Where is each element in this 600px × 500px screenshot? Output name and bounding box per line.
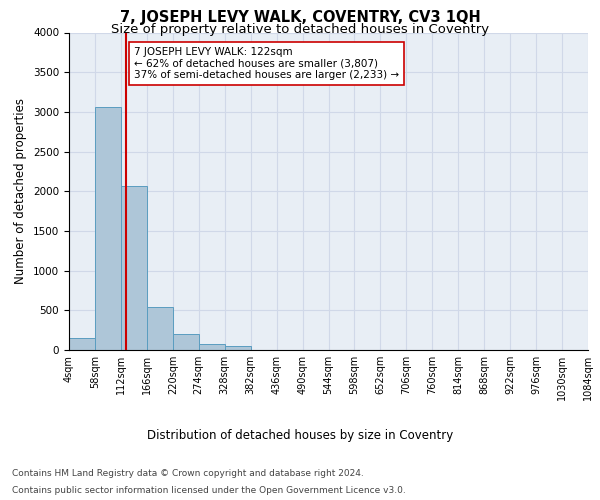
Bar xyxy=(199,344,224,350)
Bar xyxy=(225,346,251,350)
Text: Size of property relative to detached houses in Coventry: Size of property relative to detached ho… xyxy=(111,22,489,36)
Bar xyxy=(147,307,173,350)
Text: Contains HM Land Registry data © Crown copyright and database right 2024.: Contains HM Land Registry data © Crown c… xyxy=(12,468,364,477)
Bar xyxy=(121,186,147,350)
Text: Distribution of detached houses by size in Coventry: Distribution of detached houses by size … xyxy=(147,430,453,442)
Bar xyxy=(95,107,121,350)
Y-axis label: Number of detached properties: Number of detached properties xyxy=(14,98,28,284)
Text: Contains public sector information licensed under the Open Government Licence v3: Contains public sector information licen… xyxy=(12,486,406,495)
Bar xyxy=(173,334,199,350)
Text: 7 JOSEPH LEVY WALK: 122sqm
← 62% of detached houses are smaller (3,807)
37% of s: 7 JOSEPH LEVY WALK: 122sqm ← 62% of deta… xyxy=(134,47,399,80)
Bar xyxy=(69,338,95,350)
Text: 7, JOSEPH LEVY WALK, COVENTRY, CV3 1QH: 7, JOSEPH LEVY WALK, COVENTRY, CV3 1QH xyxy=(119,10,481,25)
